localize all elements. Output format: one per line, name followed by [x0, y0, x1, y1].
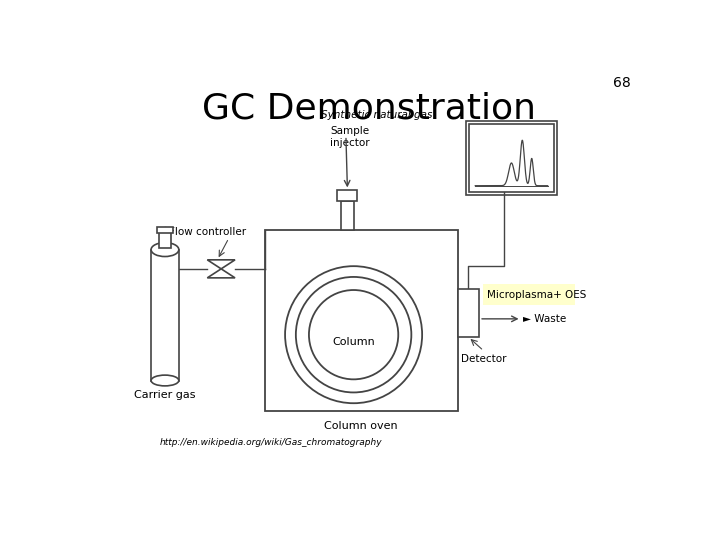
- Text: Flow controller: Flow controller: [168, 226, 246, 237]
- Text: http://en.wikipedia.org/wiki/Gas_chromatography: http://en.wikipedia.org/wiki/Gas_chromat…: [160, 438, 382, 447]
- Bar: [341, 201, 354, 231]
- Text: Microplasma+ OES: Microplasma+ OES: [487, 289, 586, 300]
- Bar: [469, 124, 554, 192]
- Polygon shape: [207, 269, 235, 278]
- Ellipse shape: [151, 375, 179, 386]
- Ellipse shape: [151, 242, 179, 256]
- Text: 68: 68: [613, 76, 631, 90]
- Text: Column oven: Column oven: [325, 421, 398, 430]
- Text: Synthetic natural gas: Synthetic natural gas: [321, 110, 433, 120]
- Bar: [151, 249, 179, 381]
- Bar: [483, 284, 575, 306]
- Text: Column: Column: [332, 338, 375, 347]
- Bar: [265, 231, 457, 411]
- Bar: [466, 121, 557, 195]
- Bar: [338, 190, 357, 201]
- Text: ► Waste: ► Waste: [523, 314, 566, 324]
- Bar: [457, 289, 479, 337]
- Text: GC Demonstration: GC Demonstration: [202, 92, 536, 126]
- Text: Carrier gas: Carrier gas: [134, 390, 196, 400]
- Text: Sample
injector: Sample injector: [330, 126, 369, 148]
- Polygon shape: [207, 260, 235, 269]
- Bar: [157, 227, 173, 233]
- Text: Detector: Detector: [461, 354, 506, 364]
- Bar: [159, 231, 171, 248]
